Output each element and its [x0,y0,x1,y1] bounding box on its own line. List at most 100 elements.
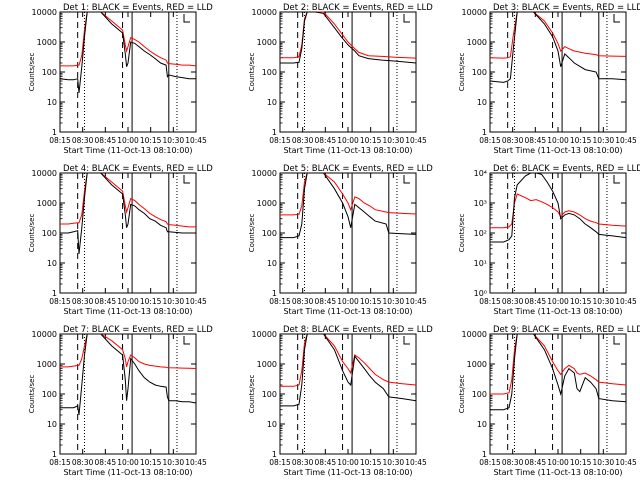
x-tick-label: 10:15 [140,297,162,306]
x-tick-label: 10:00 [547,297,569,306]
y-tick-label: 10000 [252,169,277,178]
y-tick-label: 1 [272,128,277,137]
y-tick-label: 1 [52,128,57,137]
x-tick-label: 10:30 [163,297,185,306]
corner-bracket-mark [613,14,620,23]
y-tick-label: 100 [472,390,487,399]
y-axis-label: Counts/sec [28,214,36,253]
corner-bracket-mark [183,336,190,345]
x-tick-label: 08:45 [315,458,337,467]
panel-det-4: Det 4: BLACK = Events, RED = LLD 1 10 100 10… [28,164,213,316]
panel-title: Det 8: BLACK = Events, RED = LLD [283,325,433,335]
y-tick-label: 10 [267,420,277,429]
x-axis-label: Start Time (11-Oct-13 08:10:00) [283,468,412,477]
plot-frame [59,11,197,133]
x-tick-label: 08:45 [525,458,547,467]
x-tick-label: 10:30 [593,458,615,467]
corner-bracket-mark [403,14,410,23]
y-tick-label: 10¹ [474,259,487,268]
x-tick-label: 10:30 [383,297,405,306]
y-axis-label: Counts/sec [458,214,466,253]
x-tick-label: 10:15 [140,136,162,145]
y-tick-label: 1 [52,289,57,298]
x-tick-label: 10:15 [570,136,592,145]
y-tick-label: 10000 [462,330,487,339]
y-tick-label: 10² [474,229,487,238]
y-tick-label: 100 [262,390,277,399]
y-axis-label: Counts/sec [458,375,466,414]
x-tick-label: 08:45 [315,136,337,145]
panel-det-6: Det 6: BLACK = Events, RED = LLD 10⁰ 10¹ 10… [458,164,640,316]
x-tick-label: 08:30 [292,458,314,467]
y-tick-label: 1 [482,450,487,459]
y-tick-label: 1000 [467,38,487,47]
y-axis-label: Counts/sec [248,375,256,414]
series-line-lld [490,193,627,229]
plot-frame [489,333,627,455]
y-tick-label: 100 [262,68,277,77]
series-line-events [489,11,627,83]
x-tick-label: 08:15 [479,458,501,467]
y-tick-label: 1 [272,289,277,298]
x-tick-label: 10:00 [117,297,139,306]
plot-frame [59,172,197,294]
y-tick-label: 10000 [462,8,487,17]
x-tick-label: 10:45 [405,297,427,306]
y-tick-label: 1 [272,450,277,459]
series-line-events [280,172,417,239]
y-tick-label: 100 [42,68,57,77]
x-tick-label: 10:15 [140,458,162,467]
y-tick-label: 10000 [32,169,57,178]
y-tick-label: 1000 [257,199,277,208]
x-tick-label: 10:15 [570,297,592,306]
corner-bracket-mark [403,175,410,184]
series-line-events [60,172,196,255]
x-tick-label: 10:30 [163,136,185,145]
x-tick-label: 08:15 [479,297,501,306]
series-line-events [280,11,417,64]
x-tick-label: 08:30 [292,136,314,145]
x-tick-label: 10:45 [405,458,427,467]
x-tick-label: 10:45 [615,458,637,467]
x-tick-label: 08:15 [269,458,291,467]
x-tick-label: 10:45 [405,136,427,145]
x-tick-label: 08:15 [269,136,291,145]
panel-det-2: Det 2: BLACK = Events, RED = LLD 1 10 100 10… [248,3,433,155]
x-tick-label: 08:15 [269,297,291,306]
panel-det-3: Det 3: BLACK = Events, RED = LLD 1 10 100 10… [458,3,640,155]
y-tick-label: 1000 [37,360,57,369]
x-tick-label: 08:30 [72,136,94,145]
x-tick-label: 08:30 [292,297,314,306]
x-tick-label: 10:30 [163,458,185,467]
x-tick-label: 08:45 [95,458,117,467]
panel-title: Det 2: BLACK = Events, RED = LLD [283,3,433,13]
y-axis-label: Counts/sec [248,53,256,92]
x-axis-label: Start Time (11-Oct-13 08:10:00) [283,307,412,316]
x-tick-label: 08:45 [95,297,117,306]
y-tick-label: 1 [482,128,487,137]
y-axis-label: Counts/sec [248,214,256,253]
panel-det-7: Det 7: BLACK = Events, RED = LLD 1 10 100 10… [28,325,213,477]
y-tick-label: 10000 [252,8,277,17]
y-tick-label: 1 [52,450,57,459]
x-tick-label: 10:00 [117,458,139,467]
x-tick-label: 10:00 [337,458,359,467]
panel-det-5: Det 5: BLACK = Events, RED = LLD 1 10 100 10… [248,164,433,316]
y-tick-label: 100 [262,229,277,238]
x-tick-label: 08:15 [49,297,71,306]
x-tick-label: 10:00 [337,297,359,306]
x-tick-label: 10:15 [360,136,382,145]
series-line-lld [60,11,197,67]
plot-frame [489,11,627,133]
series-line-events [490,333,627,411]
x-tick-label: 10:30 [383,136,405,145]
x-tick-label: 10:45 [615,297,637,306]
y-axis-label: Counts/sec [458,53,466,92]
x-tick-label: 08:15 [479,136,501,145]
x-tick-label: 08:30 [502,458,524,467]
x-axis-label: Start Time (11-Oct-13 08:10:00) [493,468,622,477]
corner-bracket-mark [613,175,620,184]
series-line-events [490,172,627,243]
y-tick-label: 1000 [37,38,57,47]
